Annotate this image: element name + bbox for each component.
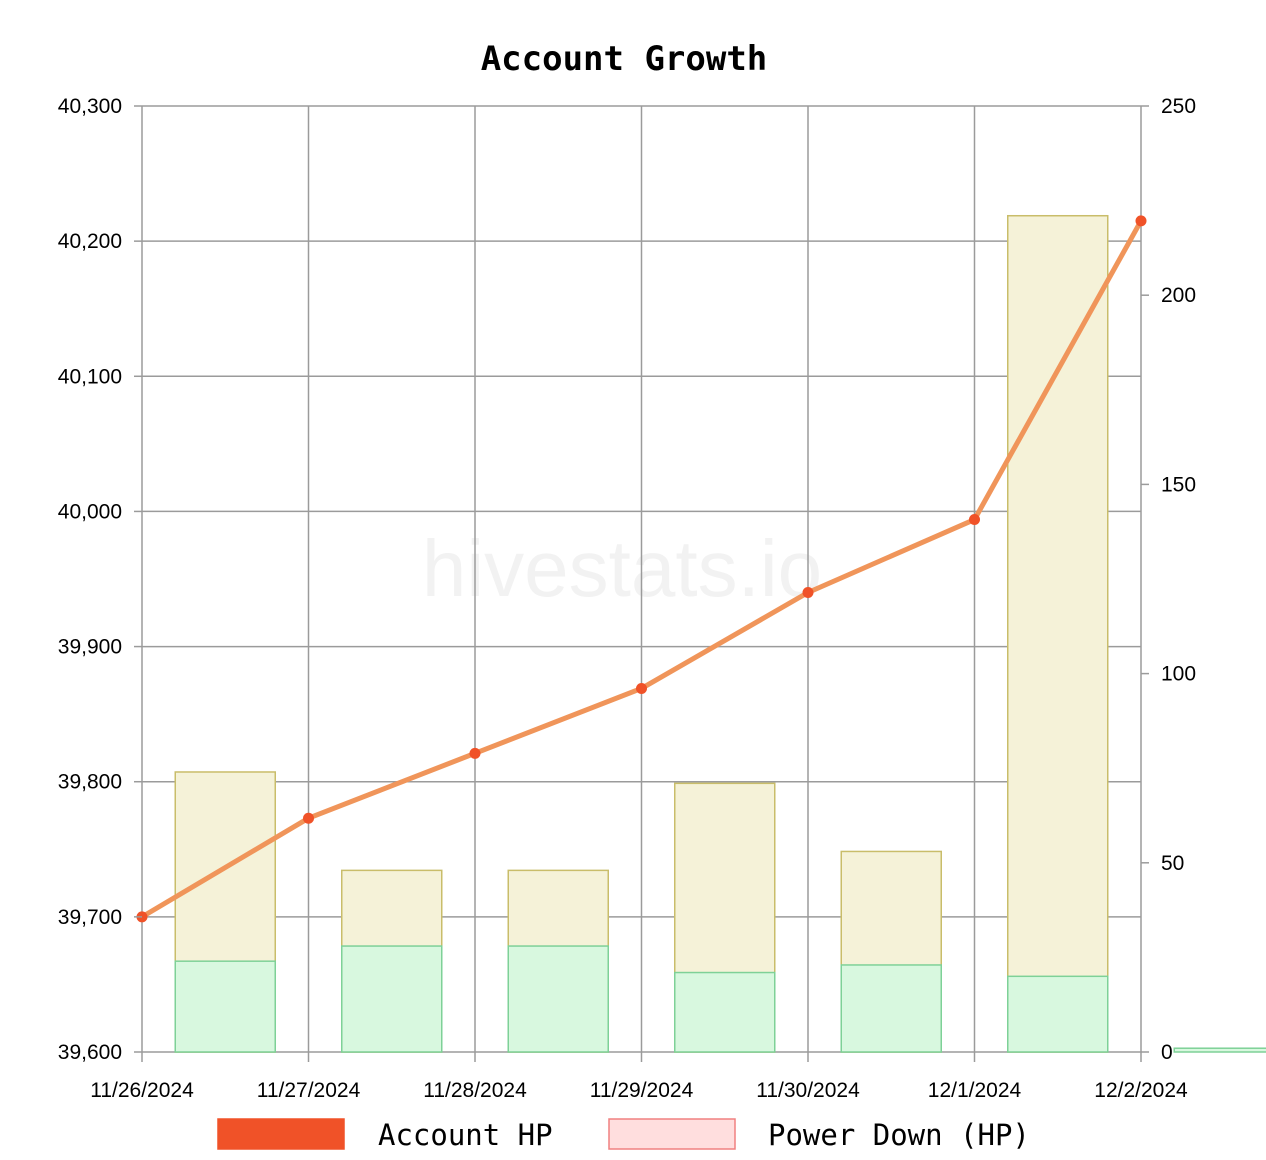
right-tick-label: 50 bbox=[1161, 852, 1184, 875]
account-hp-point-1 bbox=[303, 812, 314, 824]
account-hp-point-5 bbox=[969, 514, 980, 526]
bar-series2-6 bbox=[1173, 1047, 1266, 1053]
left-tick-label: 39,600 bbox=[58, 1041, 122, 1064]
left-tick-label: 40,100 bbox=[58, 365, 122, 388]
account-hp-point-4 bbox=[802, 587, 814, 599]
account-hp-point-6 bbox=[1135, 215, 1147, 227]
left-tick-label: 39,900 bbox=[58, 636, 122, 659]
bar-series2-1 bbox=[341, 945, 443, 1053]
left-tick-label: 40,300 bbox=[58, 95, 122, 118]
axes: 39,600 39,700 39,800 39,900 40,000 40,100 40,2… bbox=[58, 95, 1196, 1102]
left-tick-label: 39,800 bbox=[58, 771, 122, 794]
right-tick-label: 0 bbox=[1161, 1041, 1173, 1064]
left-tick-label: 40,000 bbox=[58, 500, 122, 523]
bar-series2-2 bbox=[507, 945, 609, 1053]
right-tick-label: 200 bbox=[1161, 284, 1196, 307]
bar-series2-3 bbox=[674, 971, 776, 1053]
x-tick-label: 12/2/2024 bbox=[1094, 1079, 1188, 1102]
legend-swatch-0 bbox=[217, 1118, 345, 1150]
right-tick-label: 150 bbox=[1161, 473, 1196, 496]
account-hp-point-2 bbox=[469, 747, 481, 759]
right-tick-label: 250 bbox=[1161, 95, 1196, 118]
x-tick-label: 11/28/2024 bbox=[423, 1079, 527, 1102]
left-tick-label: 40,200 bbox=[58, 230, 122, 253]
x-tick-label: 12/1/2024 bbox=[928, 1079, 1022, 1102]
right-tick-label: 100 bbox=[1161, 663, 1196, 686]
x-tick-label: 11/26/2024 bbox=[90, 1079, 194, 1102]
watermark: hivestats.io bbox=[422, 524, 822, 613]
grid bbox=[141, 105, 1142, 1053]
account-hp-point-3 bbox=[636, 682, 647, 694]
legend-label-0: Account HP bbox=[378, 1118, 553, 1152]
legend-label-1: Power Down (HP) bbox=[768, 1118, 1030, 1152]
x-tick-label: 11/27/2024 bbox=[257, 1079, 361, 1102]
bar-series2-5 bbox=[1007, 975, 1109, 1053]
bars bbox=[174, 214, 1266, 1053]
bar-series2-0 bbox=[174, 960, 276, 1053]
x-tick-label: 11/30/2024 bbox=[756, 1079, 860, 1102]
legend-swatch-1 bbox=[608, 1118, 736, 1150]
x-tick-label: 11/29/2024 bbox=[590, 1079, 694, 1102]
legend: Account HP Power Down (HP) bbox=[217, 1118, 1030, 1152]
chart-title: Account Growth bbox=[481, 39, 768, 79]
left-tick-label: 39,700 bbox=[58, 906, 122, 929]
bar-series2-4 bbox=[840, 964, 942, 1053]
bar-series1-5 bbox=[1007, 214, 1109, 1053]
